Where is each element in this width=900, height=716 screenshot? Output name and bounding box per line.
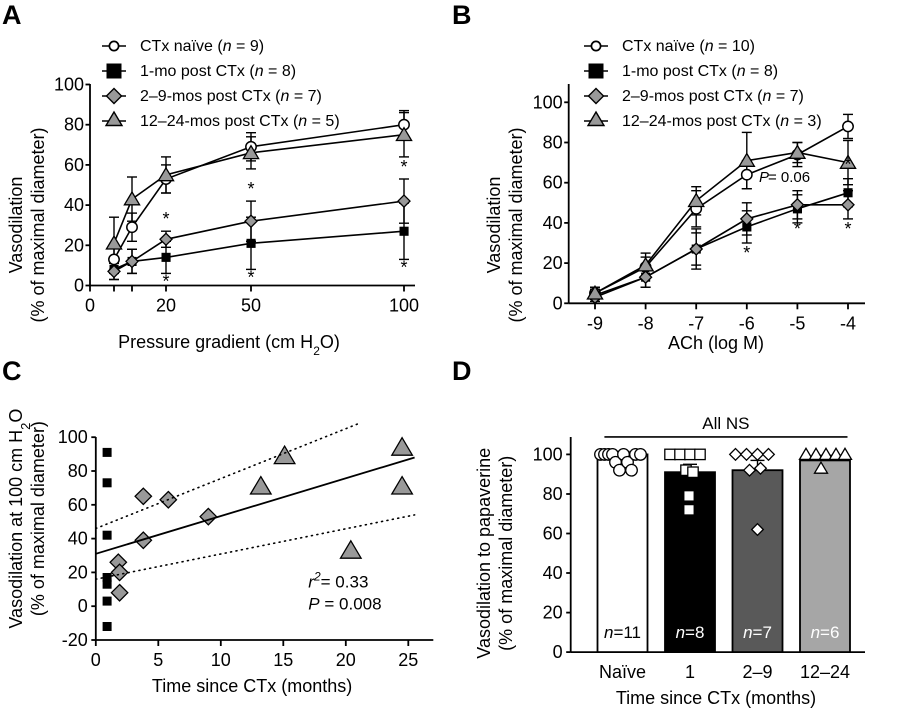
svg-text:40: 40 [543,563,563,583]
svg-text:n=6: n=6 [811,623,840,642]
svg-text:Time since CTx (months): Time since CTx (months) [152,676,352,696]
svg-text:*: * [743,243,750,263]
svg-text:Vasodilation to papaverine: Vasodilation to papaverine [474,448,494,659]
svg-text:n=7: n=7 [743,623,772,642]
svg-text:*: * [794,219,801,239]
svg-text:*: * [247,267,254,287]
svg-text:0: 0 [78,596,88,616]
svg-text:80: 80 [68,461,88,481]
svg-text:100: 100 [58,427,88,447]
svg-text:20: 20 [336,650,356,670]
svg-text:P = 0.008: P = 0.008 [308,595,381,614]
svg-text:ACh (log M): ACh (log M) [668,333,764,353]
svg-text:5: 5 [153,650,163,670]
svg-text:= 0.06: = 0.06 [768,169,810,186]
svg-text:60: 60 [543,173,563,193]
svg-text:10: 10 [211,650,231,670]
svg-text:60: 60 [64,155,84,175]
svg-text:100: 100 [389,296,419,316]
svg-text:Time since CTx (months): Time since CTx (months) [616,688,816,708]
svg-text:100: 100 [54,75,84,95]
svg-text:-20: -20 [62,630,88,650]
svg-text:20: 20 [64,235,84,255]
svg-text:C: C [2,356,22,386]
svg-text:0: 0 [74,276,84,296]
svg-text:2–9-mos post CTx (n = 7): 2–9-mos post CTx (n = 7) [140,88,322,105]
svg-text:1-mo post CTx (n = 8): 1-mo post CTx (n = 8) [622,63,778,80]
svg-text:20: 20 [68,562,88,582]
svg-text:*: * [162,209,169,229]
svg-text:-6: -6 [739,313,755,333]
svg-text:All NS: All NS [702,414,749,433]
svg-text:Vasodilation: Vasodilation [6,177,26,274]
svg-text:B: B [452,0,472,30]
svg-text:100: 100 [533,92,563,112]
svg-text:*: * [400,157,407,177]
svg-text:0: 0 [85,296,95,316]
svg-text:40: 40 [68,529,88,549]
svg-text:60: 60 [68,495,88,515]
svg-text:(% of maximal diameter): (% of maximal diameter) [506,127,526,322]
svg-text:r2= 0.33: r2= 0.33 [308,570,368,592]
svg-text:40: 40 [64,195,84,215]
svg-text:-7: -7 [688,313,704,333]
svg-text:12–24-mos post CTx (n = 5): 12–24-mos post CTx (n = 5) [140,113,340,130]
svg-text:*: * [400,257,407,277]
svg-text:0: 0 [91,650,101,670]
svg-text:12–24-mos post CTx (n = 3): 12–24-mos post CTx (n = 3) [622,113,822,130]
svg-text:2–9: 2–9 [742,662,772,682]
svg-text:Pressure gradient (cm H2O): Pressure gradient (cm H2O) [118,332,340,355]
svg-text:1: 1 [685,662,695,682]
svg-text:0: 0 [553,642,563,662]
svg-text:D: D [452,356,472,386]
svg-text:15: 15 [273,650,293,670]
svg-text:CTx naïve (n = 10): CTx naïve (n = 10) [622,38,755,55]
svg-text:n=11: n=11 [604,623,641,642]
svg-text:(% of maximal diameter): (% of maximal diameter) [496,456,516,651]
svg-text:(% of maximal diameter): (% of maximal diameter) [28,127,48,322]
svg-text:CTx naïve (n = 9): CTx naïve (n = 9) [140,38,264,55]
svg-text:*: * [844,219,851,239]
svg-text:80: 80 [543,133,563,153]
svg-text:-9: -9 [587,313,603,333]
svg-text:-5: -5 [789,313,805,333]
svg-text:(% of maximal diameter): (% of maximal diameter) [28,421,48,616]
svg-text:-4: -4 [840,313,856,333]
svg-text:20: 20 [543,253,563,273]
svg-text:20: 20 [543,603,563,623]
svg-text:n=8: n=8 [676,623,705,642]
svg-text:0: 0 [553,293,563,313]
svg-text:50: 50 [241,296,261,316]
svg-text:1-mo post CTx (n = 8): 1-mo post CTx (n = 8) [140,63,296,80]
svg-text:25: 25 [398,650,418,670]
svg-text:-8: -8 [638,313,654,333]
svg-text:Vasodilation: Vasodilation [484,177,504,274]
svg-text:20: 20 [156,296,176,316]
svg-text:*: * [247,179,254,199]
svg-text:12–24: 12–24 [800,662,850,682]
svg-text:40: 40 [543,213,563,233]
svg-text:2–9-mos post CTx (n = 7): 2–9-mos post CTx (n = 7) [622,88,804,105]
svg-text:A: A [2,0,22,30]
svg-text:80: 80 [543,484,563,504]
svg-text:100: 100 [533,444,563,464]
svg-text:60: 60 [543,524,563,544]
svg-text:Naïve: Naïve [599,662,646,682]
svg-text:*: * [844,155,851,175]
svg-text:*: * [162,271,169,291]
svg-text:80: 80 [64,115,84,135]
